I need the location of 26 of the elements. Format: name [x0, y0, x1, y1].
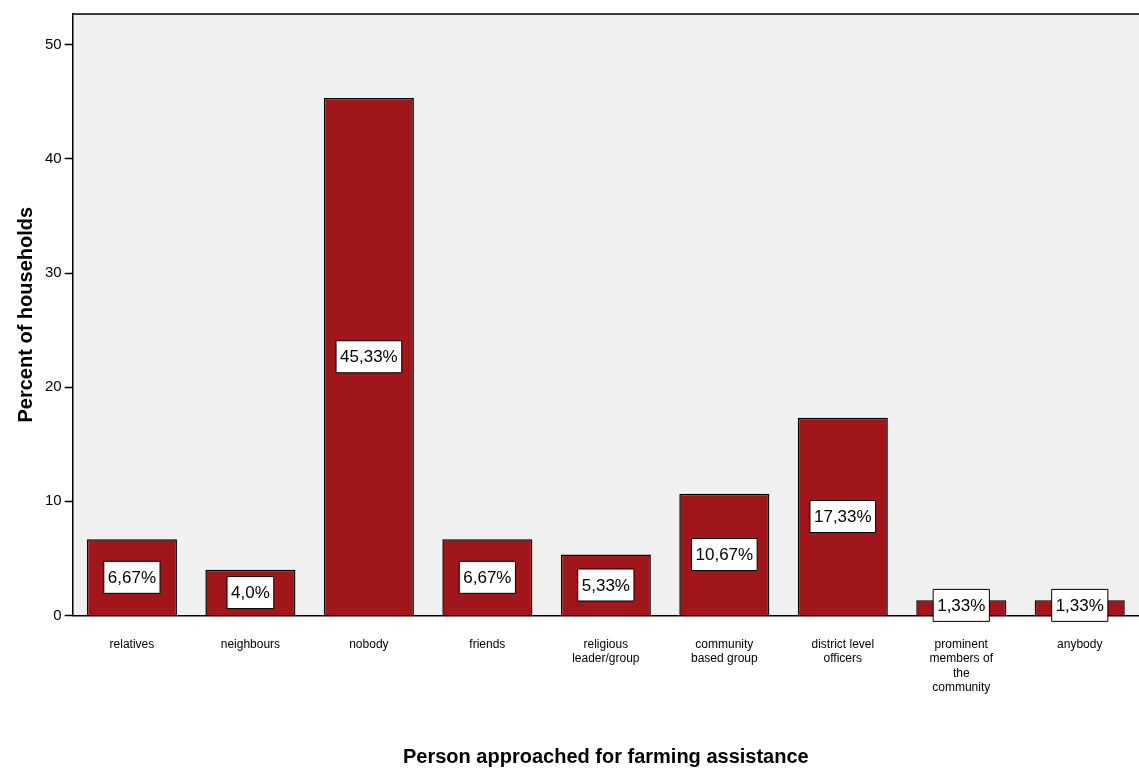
x-tick-label: religious leader/group [572, 636, 640, 666]
x-tick-label: friends [469, 636, 506, 651]
data-label: 1,33% [937, 596, 986, 616]
y-tick-label: 50 [45, 34, 62, 52]
x-tick-label: neighbours [220, 636, 281, 651]
x-tick-label: district level officers [811, 636, 875, 666]
data-label: 4,0% [231, 583, 270, 603]
y-axis-title: Percent of households [13, 206, 36, 423]
data-label: 1,33% [1055, 596, 1104, 616]
data-label: 6,67% [463, 568, 512, 588]
x-tick-label: relatives [109, 636, 155, 651]
data-label: 45,33% [340, 347, 398, 367]
data-label: 5,33% [581, 575, 630, 595]
x-axis-title: Person approached for farming assistance [403, 744, 809, 767]
y-tick-label: 10 [45, 491, 62, 509]
y-tick-label: 30 [45, 263, 62, 281]
x-tick-label: community based group [690, 636, 758, 666]
data-label: 10,67% [695, 545, 754, 565]
x-tick-label: prominent members of the community [929, 636, 994, 695]
x-tick-label: nobody [349, 636, 389, 651]
y-tick-label: 40 [45, 149, 62, 167]
y-tick-label: 0 [53, 605, 62, 623]
data-label: 17,33% [813, 507, 872, 527]
data-label: 6,67% [107, 568, 157, 588]
x-tick-label: anybody [1057, 636, 1103, 651]
y-tick-label: 20 [45, 377, 62, 395]
